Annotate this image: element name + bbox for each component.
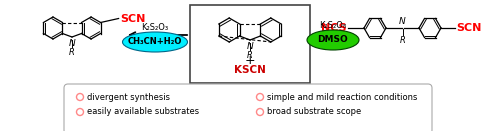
Circle shape bbox=[256, 108, 264, 116]
Text: +: + bbox=[244, 53, 256, 67]
Text: K₂S₂O₃: K₂S₂O₃ bbox=[142, 23, 169, 32]
Ellipse shape bbox=[122, 32, 188, 52]
Text: R: R bbox=[247, 51, 253, 60]
Circle shape bbox=[256, 94, 264, 100]
Ellipse shape bbox=[307, 30, 359, 50]
Circle shape bbox=[76, 94, 84, 100]
Text: N: N bbox=[399, 17, 406, 26]
Text: broad substrate scope: broad substrate scope bbox=[267, 108, 361, 116]
Text: R: R bbox=[400, 36, 406, 45]
Text: N: N bbox=[246, 42, 254, 51]
Circle shape bbox=[76, 108, 84, 116]
Text: SCN: SCN bbox=[120, 13, 146, 23]
Text: easily available substrates: easily available substrates bbox=[87, 108, 199, 116]
Text: divergent synthesis: divergent synthesis bbox=[87, 92, 170, 102]
Text: R: R bbox=[69, 48, 75, 57]
Text: DMSO: DMSO bbox=[318, 36, 348, 45]
Text: simple and mild reaction conditions: simple and mild reaction conditions bbox=[267, 92, 418, 102]
Text: KSCN: KSCN bbox=[234, 65, 266, 75]
FancyBboxPatch shape bbox=[190, 5, 310, 83]
Text: SCN: SCN bbox=[456, 23, 481, 33]
Text: K₂S₂O₈: K₂S₂O₈ bbox=[320, 21, 346, 31]
FancyBboxPatch shape bbox=[64, 84, 432, 131]
Text: NCS: NCS bbox=[322, 23, 347, 33]
Text: CH₃CN+H₂O: CH₃CN+H₂O bbox=[128, 37, 182, 47]
Text: N: N bbox=[68, 39, 75, 48]
